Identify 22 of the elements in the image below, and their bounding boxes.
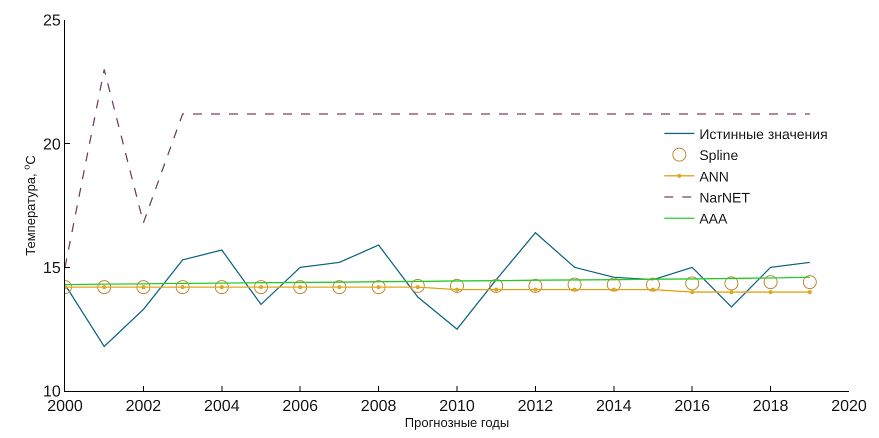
legend-label: ANN [699,168,729,184]
x-tick-label: 2014 [596,398,632,416]
x-tick-label: 2010 [439,398,475,416]
x-tick-label: 2018 [752,398,788,416]
y-tick-label: 25 [43,12,61,30]
legend-label: AAA [699,210,728,227]
x-tick-label: 2006 [282,398,318,416]
x-tick-label: 2016 [674,398,710,416]
legend-label: NarNET [699,189,750,206]
y-tick-label: 20 [43,136,61,154]
x-tick-label: 2012 [518,398,554,416]
line-series [65,232,810,348]
x-tick-label: 2004 [204,398,240,416]
x-tick-label: 2000 [47,398,83,416]
y-tick-label: 15 [43,260,61,277]
x-tick-label: 2008 [360,398,396,416]
x-tick-label: 2002 [126,398,162,416]
y-tick-label: 10 [43,384,61,401]
legend-label: Spline [699,147,738,164]
x-axis-title: Прогнозные годы [404,415,510,430]
x-tick-label: 2020 [831,398,867,416]
legend-label: Истинные значения [699,126,828,142]
